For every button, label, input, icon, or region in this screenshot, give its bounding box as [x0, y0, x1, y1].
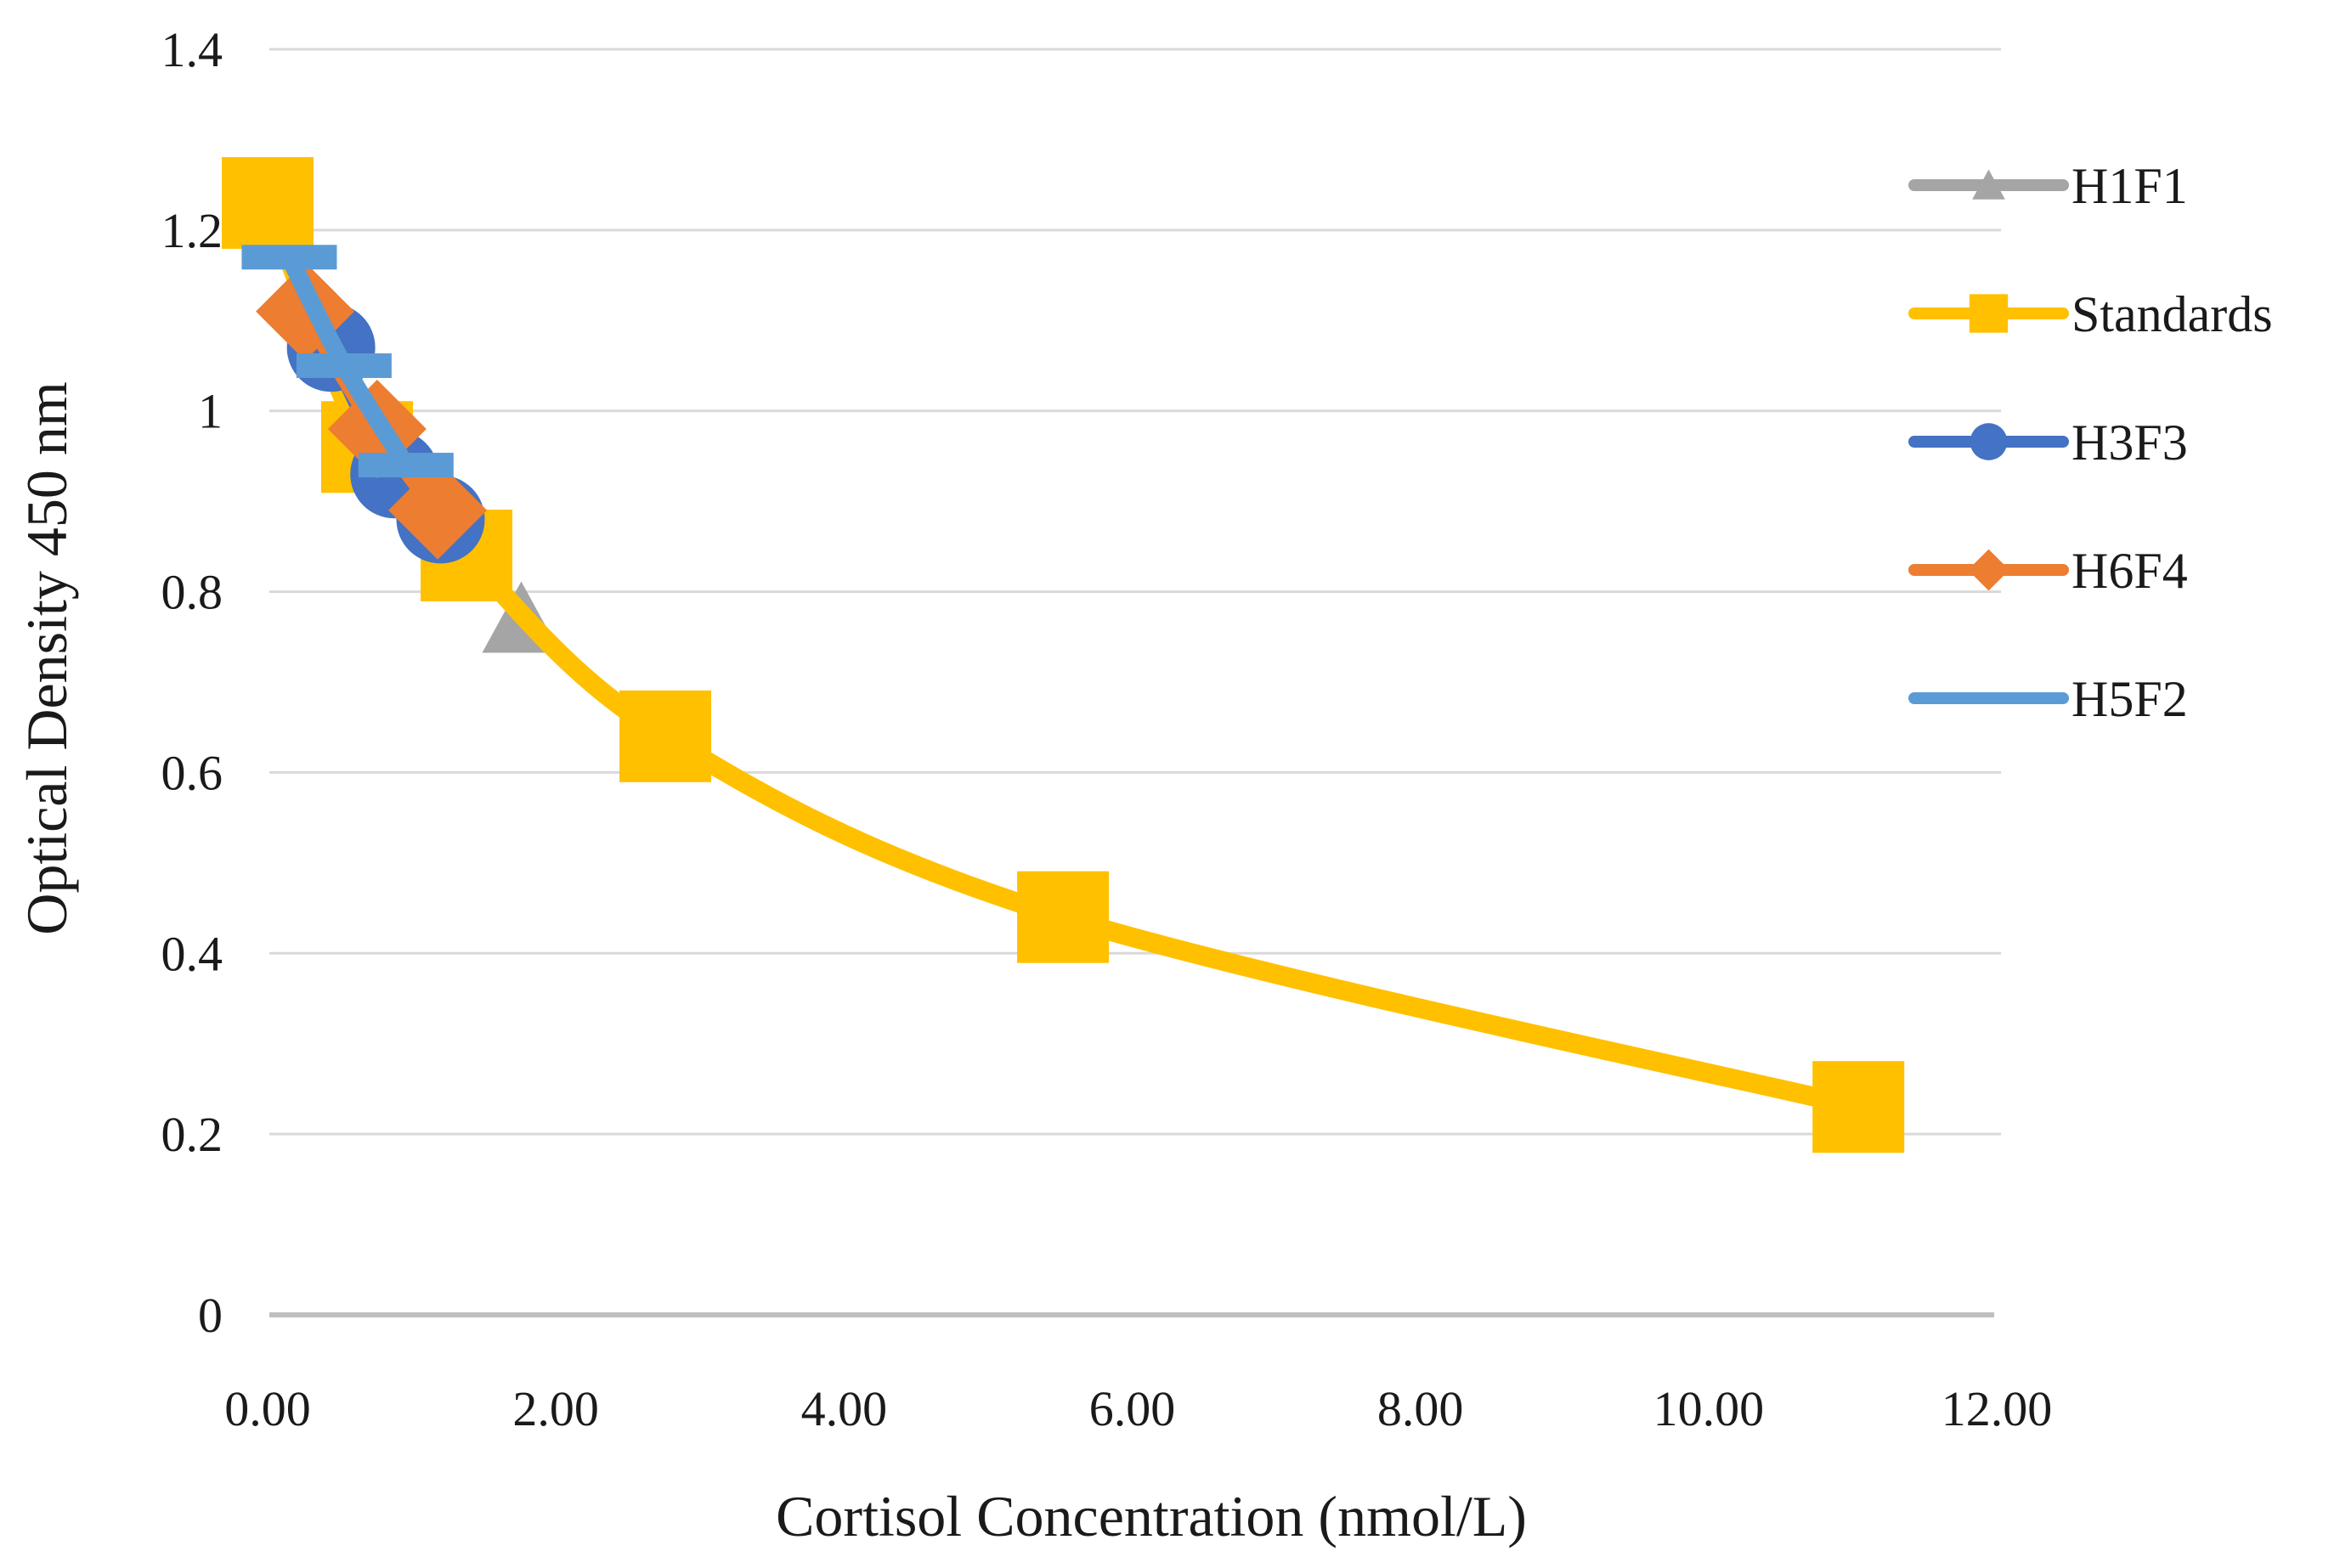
x-axis-title: Cortisol Concentration (nmol/L): [776, 1484, 1527, 1548]
y-tick-label-1.2: 1.2: [161, 203, 223, 258]
legend: H1F1 Standards H3F3 H6F4 H5F2: [1908, 158, 2273, 727]
legend-marker-h1f1: [1972, 169, 2005, 200]
legend-item-h5f2: H5F2: [1908, 671, 2188, 727]
series-line-standards: [257, 193, 1868, 1117]
marker-standards: [1017, 871, 1110, 963]
legend-label-h6f4: H6F4: [2072, 543, 2188, 599]
y-axis-title: Optical Density 450 nm: [14, 381, 79, 935]
legend-item-h6f4: H6F4: [1908, 543, 2188, 599]
marker-standards: [1812, 1061, 1905, 1153]
y-tick-label-1.4: 1.4: [161, 22, 223, 77]
legend-label-h5f2: H5F2: [2072, 671, 2188, 727]
marker-h5f2: [241, 245, 337, 270]
x-tick-label-2.00: 2.00: [512, 1381, 599, 1436]
x-tick-label-8.00: 8.00: [1377, 1381, 1464, 1436]
legend-marker-h6f4: [1968, 549, 2009, 591]
y-tick-label-0.4: 0.4: [161, 926, 223, 981]
legend-marker-h3f3: [1970, 423, 2008, 460]
x-tick-label-10.00: 10.00: [1653, 1381, 1765, 1436]
tick-labels-layer: 0 0.2 0.4 0.6 0.8 1 1.2 1.4 0.00 2.00 4.00 6.00 8.00…: [161, 22, 2053, 1436]
marker-h5f2: [296, 353, 392, 378]
marker-h5f2: [358, 453, 454, 478]
legend-label-h1f1: H1F1: [2072, 158, 2188, 214]
series-layer: [222, 156, 1905, 1153]
legend-label-h3f3: H3F3: [2072, 415, 2188, 471]
legend-item-h1f1: H1F1: [1908, 158, 2188, 214]
x-tick-label-0.00: 0.00: [224, 1381, 311, 1436]
y-tick-label-0.6: 0.6: [161, 745, 223, 800]
y-tick-label-0: 0: [198, 1288, 223, 1343]
x-tick-label-6.00: 6.00: [1089, 1381, 1176, 1436]
x-tick-label-12.00: 12.00: [1942, 1381, 2053, 1436]
legend-item-standards: Standards: [1908, 286, 2273, 342]
marker-h6f4: [388, 460, 488, 560]
marker-standards: [619, 690, 712, 782]
legend-item-h3f3: H3F3: [1908, 415, 2188, 471]
y-tick-label-1: 1: [198, 384, 223, 439]
y-tick-label-0.2: 0.2: [161, 1107, 223, 1162]
legend-label-standards: Standards: [2072, 286, 2273, 342]
y-tick-label-0.8: 0.8: [161, 565, 223, 620]
marker-standards: [222, 156, 314, 249]
gridlines-layer: [269, 48, 2001, 1317]
x-tick-label-4.00: 4.00: [801, 1381, 888, 1436]
legend-marker-standards: [1969, 294, 2009, 333]
